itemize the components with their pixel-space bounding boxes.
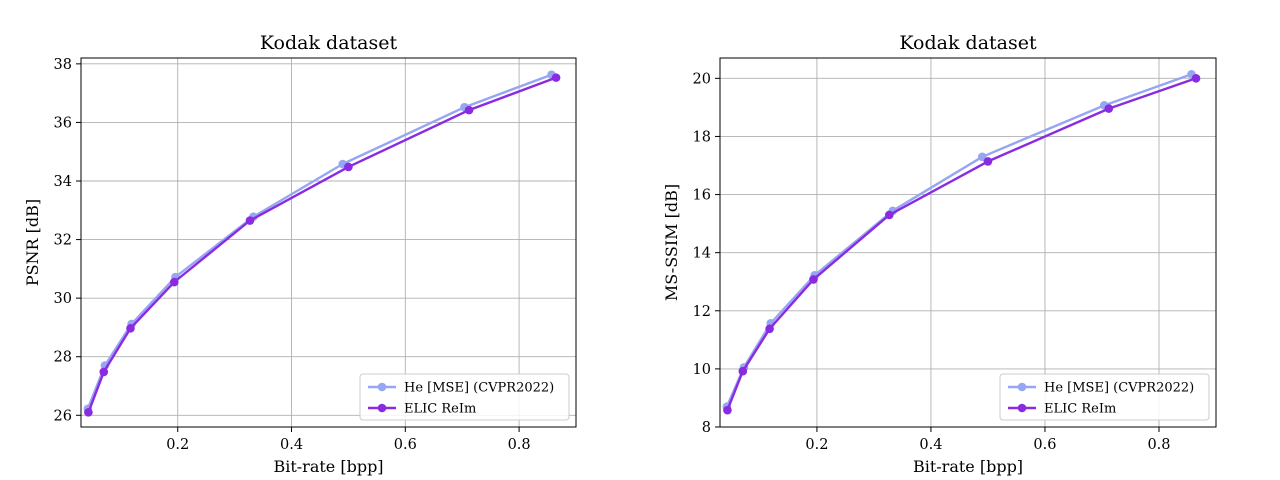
series-line-2 (87, 76, 557, 413)
series-2-point (723, 405, 732, 415)
series-2-point (885, 210, 894, 220)
legend-label: He [MSE] (CVPR2022) (404, 381, 554, 396)
legend-label: He [MSE] (CVPR2022) (1044, 381, 1194, 396)
legend-box (999, 373, 1210, 421)
series-line-1 (86, 73, 552, 410)
chart-panel-2: 0.2 0.4 0.6 0.8 8 10 12 14 16 18 20 Kodak dataset Bi… (662, 32, 1217, 476)
series-2-point (344, 162, 353, 172)
x-tick-label: 0.8 (508, 437, 531, 453)
x-tick-label: 0.2 (166, 437, 189, 453)
x-tick-label: 0.4 (280, 437, 303, 453)
legend-label: ELIC ReIm (404, 402, 476, 417)
chart-panel-1: 0.2 0.4 0.6 0.8 26 28 30 32 34 36 38 Kodak dataset B… (23, 32, 577, 476)
legend-swatch-marker (377, 403, 387, 413)
y-tick-label: 36 (54, 115, 72, 131)
y-axis-label: PSNR [dB] (23, 199, 42, 286)
y-tick-label: 16 (693, 188, 711, 204)
plot-frame (80, 57, 577, 428)
series-2-point (245, 216, 255, 225)
series-2-point (464, 105, 474, 115)
legend-label: ELIC ReIm (1044, 402, 1116, 417)
series-line-1 (725, 73, 1192, 408)
series-2-point (170, 277, 179, 287)
y-tick-label: 26 (54, 408, 72, 424)
legend: He [MSE] (CVPR2022) ELIC ReIm (999, 373, 1210, 421)
series-2-point (738, 366, 748, 376)
series-2-point (983, 157, 993, 166)
series-2-point (1191, 74, 1201, 83)
series-1-point (977, 152, 987, 162)
x-tick-label: 0.6 (394, 437, 417, 453)
series-2-point (809, 275, 818, 284)
y-tick-label: 30 (54, 291, 72, 307)
legend-swatch-marker (377, 382, 387, 392)
series-2-point (765, 324, 774, 334)
legend-box (359, 373, 570, 421)
y-tick-label: 18 (693, 129, 711, 145)
y-tick-label: 28 (54, 350, 72, 366)
series-2-point (99, 367, 109, 377)
series-2-point (551, 73, 561, 82)
y-tick-label: 34 (54, 174, 72, 190)
y-tick-label: 8 (702, 420, 711, 436)
legend-swatch-marker (1017, 382, 1027, 392)
chart-title: Kodak dataset (260, 32, 398, 54)
y-tick-label: 12 (693, 304, 711, 320)
y-tick-label: 38 (54, 57, 72, 73)
chart-title: Kodak dataset (899, 32, 1037, 54)
series-line-2 (726, 77, 1197, 411)
series-2-point (1104, 104, 1114, 113)
legend-swatch-marker (1017, 403, 1027, 413)
x-tick-label: 0.6 (1033, 437, 1056, 453)
series-2-point (84, 408, 93, 417)
y-axis-label: MS-SSIM [dB] (662, 184, 681, 301)
x-tick-label: 0.2 (805, 437, 828, 453)
series-2-point (126, 324, 135, 333)
plot-frame (719, 57, 1217, 428)
x-tick-label: 0.8 (1147, 437, 1170, 453)
y-tick-label: 14 (693, 246, 711, 262)
y-tick-label: 10 (693, 362, 711, 378)
x-axis-label: Bit-rate [bpp] (913, 457, 1023, 476)
y-tick-label: 20 (693, 71, 711, 87)
x-tick-label: 0.4 (919, 437, 942, 453)
legend: He [MSE] (CVPR2022) ELIC ReIm (359, 373, 570, 421)
y-tick-label: 32 (54, 233, 72, 249)
x-axis-label: Bit-rate [bpp] (273, 457, 383, 476)
